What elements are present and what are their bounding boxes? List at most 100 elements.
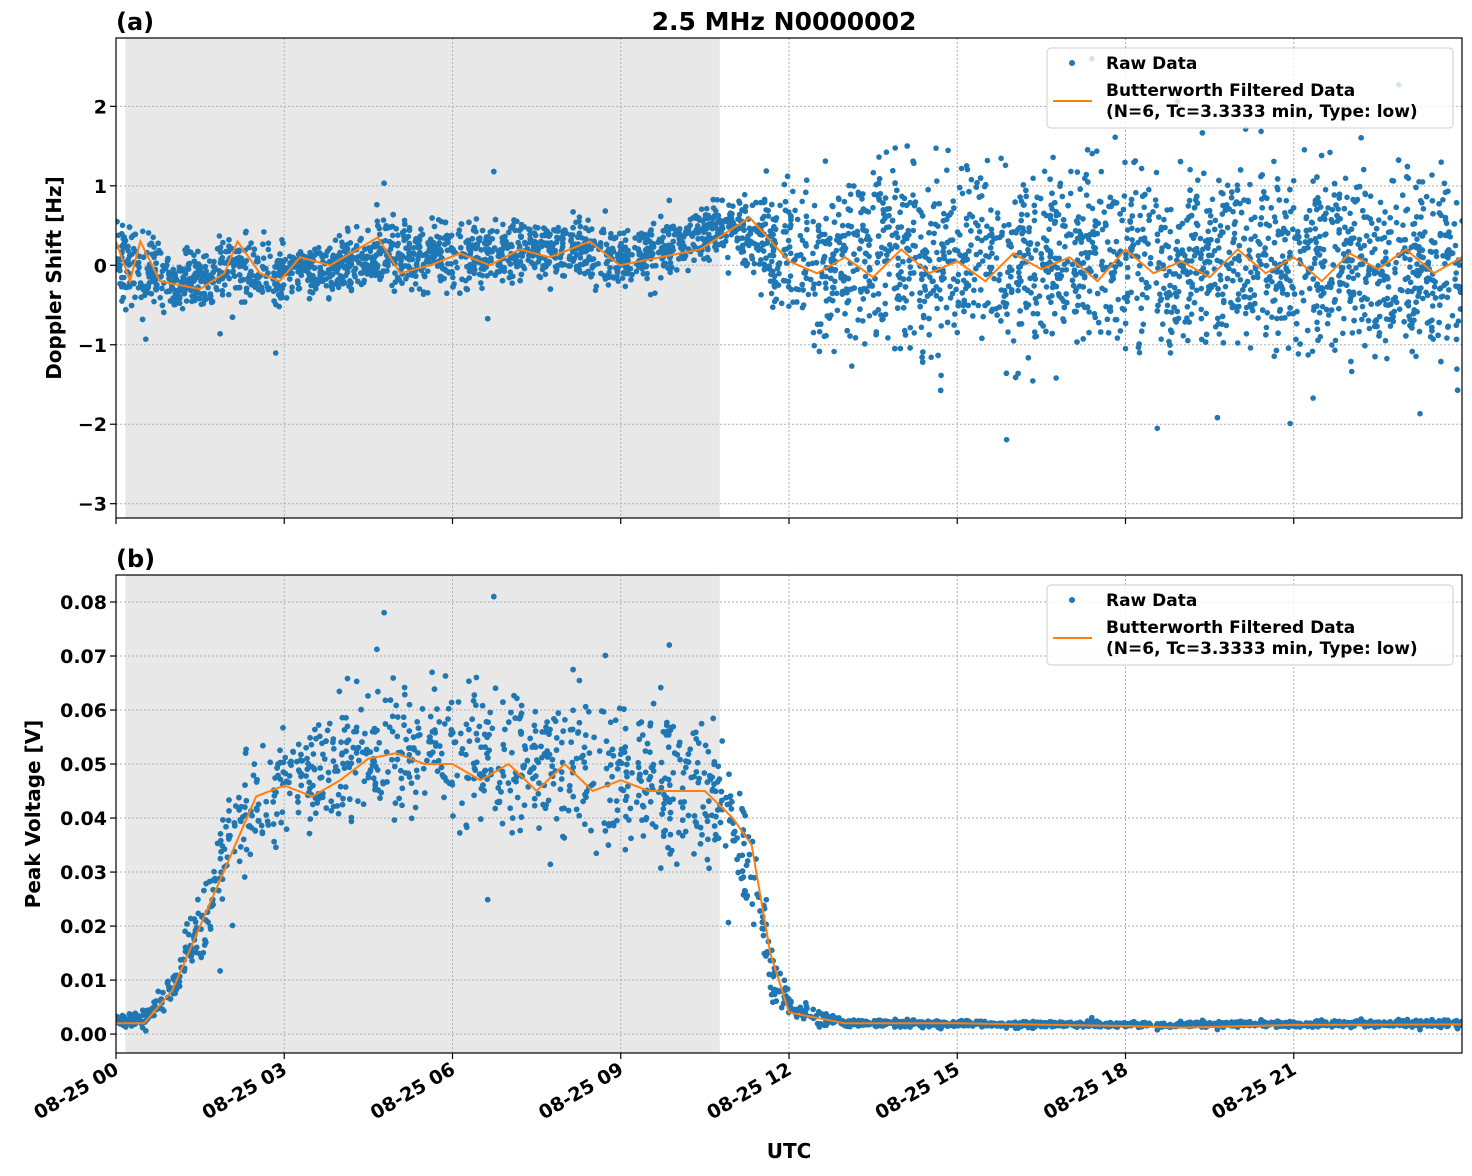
raw-data-point [1155,308,1161,314]
raw-data-point [1372,232,1378,238]
raw-data-point [1040,277,1046,283]
raw-data-point [558,255,564,261]
raw-data-point [945,320,951,326]
raw-data-point [1177,274,1183,280]
raw-data-point [1114,239,1120,245]
raw-data-point [801,302,807,308]
raw-data-point [1208,237,1214,243]
raw-data-point [536,274,542,280]
raw-data-point [960,191,966,197]
raw-data-point [1105,317,1111,323]
raw-data-point [140,317,146,323]
raw-data-point [1187,246,1193,252]
raw-data-point [1143,280,1149,286]
raw-data-point [1048,216,1054,222]
raw-data-point [893,230,899,236]
raw-data-point [792,257,798,263]
raw-data-point [218,249,224,255]
raw-data-point [210,299,216,305]
raw-data-point [836,197,842,203]
raw-data-point [846,207,852,213]
raw-data-point [1139,328,1145,334]
raw-data-point [1269,257,1275,263]
raw-data-point [1314,174,1320,180]
raw-data-point [830,298,836,304]
raw-data-point [831,349,837,355]
raw-data-point [690,215,696,221]
raw-data-point [931,240,937,246]
raw-data-point [1421,206,1427,212]
raw-data-point [1159,249,1165,255]
raw-data-point [1454,366,1460,372]
raw-data-point [699,206,705,212]
raw-data-point [458,245,464,251]
raw-data-point [1400,192,1406,198]
raw-data-point [1092,311,1098,317]
raw-data-point [1356,329,1362,335]
raw-data-point [1232,222,1238,228]
raw-data-point [1335,247,1341,253]
raw-data-point [1185,338,1191,344]
raw-data-point [226,292,232,298]
raw-data-point [1358,245,1364,251]
raw-data-point [1301,298,1307,304]
raw-data-point [432,224,438,230]
raw-data-point [153,287,159,293]
raw-data-point [900,259,906,265]
raw-data-point [1235,187,1241,193]
raw-data-point [1047,176,1053,182]
raw-data-point [648,292,654,298]
raw-data-point [934,178,940,184]
raw-data-point [1075,303,1081,309]
raw-data-point [1456,284,1462,290]
raw-data-point [995,210,1001,216]
raw-data-point [273,350,279,356]
raw-data-point [1007,264,1013,270]
raw-data-point [984,223,990,229]
raw-data-point [185,278,191,284]
raw-data-point [1361,167,1367,173]
raw-data-point [349,288,355,294]
raw-data-point [1035,311,1041,317]
raw-data-point [1269,314,1275,320]
raw-data-point [1234,199,1240,205]
raw-data-point [407,228,413,234]
raw-data-point [1298,249,1304,255]
raw-data-point [1025,287,1031,293]
raw-data-point [1403,333,1409,339]
raw-data-point [1297,341,1303,347]
raw-data-point [1383,338,1389,344]
raw-data-point [737,200,743,206]
raw-data-point [509,244,515,250]
raw-data-point [197,296,203,302]
raw-data-point [343,243,349,249]
raw-data-point [1414,261,1420,267]
raw-data-point [862,341,868,347]
raw-data-point [326,267,332,273]
raw-data-point [957,185,963,191]
raw-data-point [1125,265,1131,271]
raw-data-point [880,316,886,322]
raw-data-point [550,244,556,250]
raw-data-point [603,208,609,214]
raw-data-point [403,245,409,251]
raw-data-point [938,373,944,379]
raw-data-point [1372,354,1378,360]
raw-data-point [1263,332,1269,338]
raw-data-point [636,232,642,238]
raw-data-point [1215,286,1221,292]
raw-data-point [1438,233,1444,239]
y-tick-label: 2 [94,96,107,118]
raw-data-point [1204,244,1210,250]
raw-data-point [1405,289,1411,295]
raw-data-point [1156,214,1162,220]
x-axis-label: UTC [767,1139,812,1163]
raw-data-point [208,293,214,299]
raw-data-point [885,335,891,341]
raw-data-point [545,243,551,249]
raw-data-point [926,316,932,322]
raw-data-point [1228,300,1234,306]
raw-data-point [1166,290,1172,296]
raw-data-point [1310,349,1316,355]
raw-data-point [886,213,892,219]
